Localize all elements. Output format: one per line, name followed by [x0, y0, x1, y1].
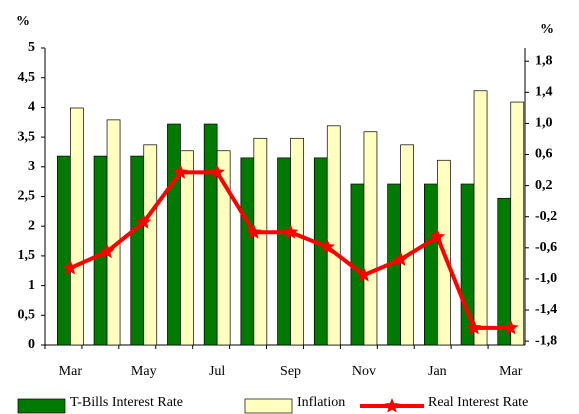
- y-tick-label: 0,5: [18, 308, 36, 323]
- y2-tick-label: -1,0: [535, 271, 557, 286]
- point: [246, 224, 262, 239]
- y2-tick-label: -0,2: [535, 209, 557, 224]
- bar: [473, 90, 488, 346]
- x-tick-label: Sep: [280, 364, 301, 379]
- bar: [56, 155, 71, 346]
- point: [209, 164, 225, 179]
- y2-tick-label: 0,6: [535, 147, 553, 162]
- x-tick-label: Mar: [499, 364, 523, 379]
- legend-swatch: [244, 398, 293, 414]
- point: [136, 214, 152, 229]
- bar: [363, 131, 378, 346]
- bar: [69, 107, 84, 346]
- point: [429, 228, 445, 244]
- bar: [167, 123, 181, 346]
- y-tick-label: 4,5: [18, 70, 36, 85]
- y-tick-label: 1: [28, 278, 35, 293]
- y-tick-label: 1,5: [18, 248, 36, 263]
- point: [172, 164, 189, 179]
- y-tick-label: 2: [28, 218, 35, 233]
- point: [356, 267, 372, 282]
- y-tick-label: 3: [28, 159, 35, 174]
- bar: [400, 144, 414, 346]
- y-tick-label: 0: [28, 337, 35, 352]
- y2-axis-label: %: [540, 22, 554, 37]
- y-tick-label: 4: [28, 100, 35, 115]
- y2-tick-label: 0,2: [535, 178, 553, 193]
- bar: [130, 155, 145, 346]
- y-tick-label: 5: [28, 40, 35, 55]
- point: [319, 239, 335, 254]
- bar: [253, 137, 268, 346]
- point: [466, 319, 482, 335]
- y-tick-label: 2,5: [18, 189, 36, 204]
- legend-label: Inflation: [297, 395, 345, 410]
- bar: [106, 119, 121, 346]
- bar: [497, 197, 512, 346]
- bar: [216, 150, 231, 346]
- x-tick-label: Mar: [59, 364, 83, 379]
- bar: [203, 123, 218, 346]
- y2-tick-label: 1,0: [535, 116, 553, 131]
- point: [393, 251, 409, 266]
- y-tick-label: 3,5: [18, 129, 36, 144]
- y2-tick-label: 1,8: [535, 53, 553, 68]
- y2-tick-label: -1,4: [535, 302, 557, 317]
- legend-marker: [384, 398, 400, 413]
- y-axis-label: %: [16, 14, 30, 29]
- bar: [277, 157, 291, 346]
- point: [62, 260, 78, 275]
- x-tick-label: May: [131, 364, 157, 379]
- point: [503, 319, 519, 335]
- y2-tick-label: 1,4: [535, 85, 553, 100]
- legend-label: Real Interest Rate: [428, 395, 528, 410]
- x-tick-label: Jan: [428, 364, 447, 379]
- point: [99, 243, 115, 259]
- x-tick-label: Nov: [352, 364, 376, 379]
- bar: [290, 137, 304, 346]
- point: [282, 224, 299, 239]
- y2-tick-label: -0,6: [535, 240, 557, 255]
- x-tick-label: Jul: [209, 364, 225, 379]
- legend-swatch: [17, 398, 66, 414]
- bar: [326, 125, 341, 346]
- bar: [143, 144, 158, 346]
- bar: [180, 150, 194, 346]
- bar: [510, 101, 525, 346]
- bar: [424, 183, 438, 346]
- y2-tick-label: -1,8: [535, 333, 557, 348]
- bar: [240, 157, 255, 346]
- legend-label: T-Bills Interest Rate: [70, 395, 183, 410]
